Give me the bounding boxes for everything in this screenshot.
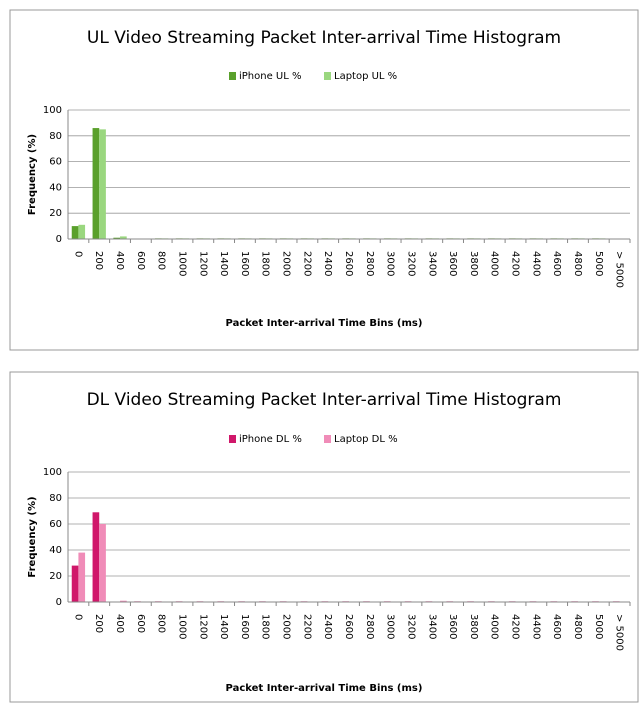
bar (99, 129, 106, 239)
x-tick-label: 4600 (551, 614, 562, 639)
x-tick-label: 1400 (218, 614, 229, 639)
x-tick-label: 4400 (530, 251, 541, 276)
x-tick-label: 1200 (197, 614, 208, 639)
x-tick-label: 1600 (239, 614, 250, 639)
x-tick-label: 4400 (530, 614, 541, 639)
x-tick-label: 2400 (322, 251, 333, 276)
x-tick-label: 3400 (426, 614, 437, 639)
bar (99, 524, 106, 602)
y-tick-label: 60 (49, 157, 62, 168)
x-tick-label: 3600 (447, 251, 458, 276)
x-tick-label: 4800 (572, 251, 583, 276)
x-tick-label: 2800 (364, 614, 375, 639)
x-tick-label: 3800 (468, 614, 479, 639)
chart-frame (9, 9, 639, 351)
legend-label: iPhone UL % (239, 71, 302, 82)
x-tick-label: 3200 (405, 251, 416, 276)
x-tick-label: 800 (156, 251, 167, 270)
y-tick-label: 40 (49, 182, 62, 193)
legend-swatch (324, 72, 331, 80)
x-tick-label: 4200 (510, 614, 521, 639)
x-tick-label: 4800 (572, 614, 583, 639)
x-tick-label: 2200 (301, 251, 312, 276)
bar (120, 236, 127, 239)
y-axis-title: Frequency (%) (27, 496, 38, 577)
x-tick-label: 3200 (405, 614, 416, 639)
bar (71, 226, 79, 239)
x-tick-label: 3000 (385, 614, 396, 639)
x-tick-label: 2000 (281, 251, 292, 276)
x-tick-label: 200 (93, 614, 104, 633)
bar (92, 128, 100, 239)
x-tick-label: 2000 (281, 614, 292, 639)
x-tick-label: 600 (135, 251, 146, 270)
x-tick-label: 0 (72, 614, 83, 620)
x-tick-label: 3400 (426, 251, 437, 276)
x-tick-label: > 5000 (614, 614, 625, 651)
y-tick-label: 20 (49, 571, 62, 582)
x-tick-label: 3000 (385, 251, 396, 276)
x-tick-label: 2400 (322, 614, 333, 639)
x-tick-label: 3600 (447, 614, 458, 639)
x-tick-label: 1600 (239, 251, 250, 276)
bar (78, 552, 86, 602)
y-tick-label: 80 (49, 131, 62, 142)
bar (120, 600, 127, 602)
x-tick-label: 400 (114, 614, 125, 633)
chart-frame (9, 371, 639, 703)
x-tick-label: 1800 (260, 251, 271, 276)
x-tick-label: 4000 (489, 251, 500, 276)
x-tick-label: 800 (156, 614, 167, 633)
x-tick-label: 0 (72, 251, 83, 257)
y-tick-label: 0 (56, 597, 62, 608)
x-tick-label: 2600 (343, 251, 354, 276)
y-tick-label: 60 (49, 519, 62, 530)
y-tick-label: 100 (43, 467, 62, 478)
y-tick-label: 80 (49, 493, 62, 504)
x-tick-label: 2200 (301, 614, 312, 639)
bar (92, 512, 100, 602)
x-tick-label: 4000 (489, 614, 500, 639)
y-tick-label: 100 (43, 105, 62, 116)
legend-label: Laptop DL % (334, 434, 398, 445)
x-tick-label: 1000 (176, 614, 187, 639)
x-tick-label: 2600 (343, 614, 354, 639)
x-tick-label: > 5000 (614, 251, 625, 288)
x-tick-label: 400 (114, 251, 125, 270)
y-tick-label: 20 (49, 208, 62, 219)
x-tick-label: 1000 (176, 251, 187, 276)
legend-swatch (324, 435, 331, 443)
bar (71, 565, 79, 602)
x-tick-label: 600 (135, 614, 146, 633)
x-tick-label: 5000 (593, 614, 604, 639)
y-tick-label: 0 (56, 234, 62, 245)
x-tick-label: 2800 (364, 251, 375, 276)
x-tick-label: 1800 (260, 614, 271, 639)
chart-title: DL Video Streaming Packet Inter-arrival … (87, 390, 562, 410)
legend-swatch (229, 72, 236, 80)
x-tick-label: 1200 (197, 251, 208, 276)
legend-label: Laptop UL % (334, 71, 397, 82)
x-axis-title: Packet Inter-arrival Time Bins (ms) (226, 318, 423, 329)
y-tick-label: 40 (49, 545, 62, 556)
y-axis-title: Frequency (%) (27, 134, 38, 215)
bar (113, 237, 121, 239)
bar (78, 224, 86, 239)
x-tick-label: 5000 (593, 251, 604, 276)
x-tick-label: 1400 (218, 251, 229, 276)
x-axis-title: Packet Inter-arrival Time Bins (ms) (226, 683, 423, 694)
legend-label: iPhone DL % (239, 434, 302, 445)
x-tick-label: 3800 (468, 251, 479, 276)
legend-swatch (229, 435, 236, 443)
x-tick-label: 200 (93, 251, 104, 270)
x-tick-label: 4600 (551, 251, 562, 276)
x-tick-label: 4200 (510, 251, 521, 276)
chart-title: UL Video Streaming Packet Inter-arrival … (87, 28, 561, 48)
